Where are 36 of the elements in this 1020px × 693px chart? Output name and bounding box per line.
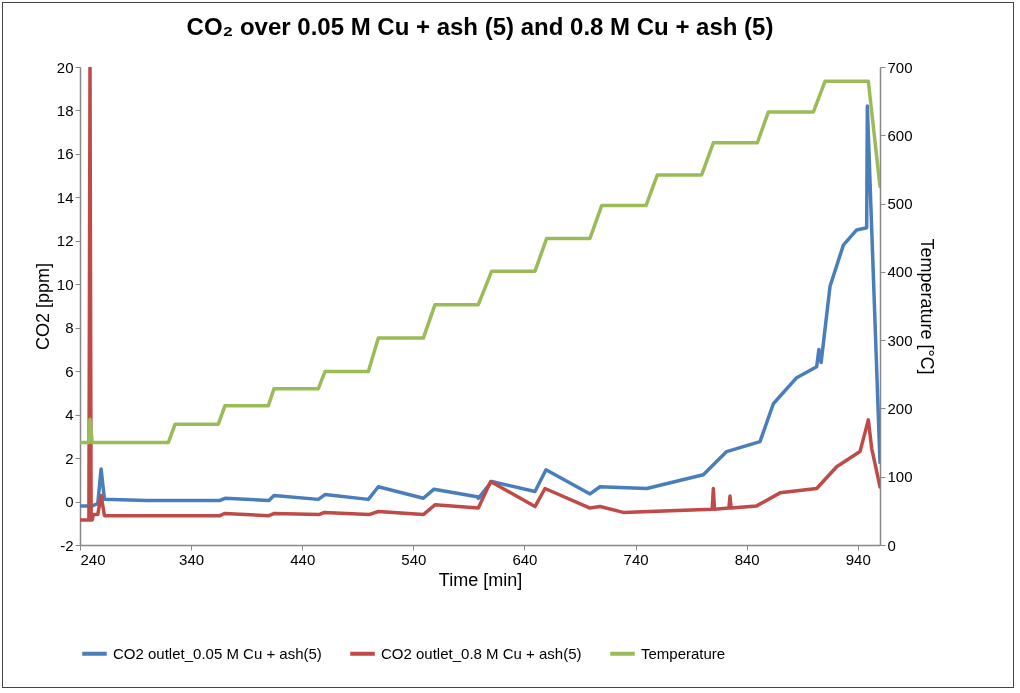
y-tick-label: 16 — [56, 145, 74, 163]
y2-axis-title: Temperature [°C] — [916, 238, 937, 375]
y-tick-label: 20 — [56, 58, 74, 76]
y-tick-label: 4 — [65, 406, 74, 424]
y2-tick-label: 300 — [887, 331, 913, 349]
legend-label: CO2 outlet_0.8 M Cu + ash(5) — [381, 644, 582, 662]
x-tick-label: 740 — [623, 550, 649, 568]
y-tick-label: 10 — [56, 275, 74, 293]
y-tick-label: -2 — [60, 536, 74, 554]
y-tick-label: 8 — [65, 319, 74, 337]
legend-label: CO2 outlet_0.05 M Cu + ash(5) — [113, 644, 322, 662]
x-tick-label: 240 — [80, 550, 106, 568]
x-tick-label: 340 — [179, 550, 205, 568]
line-series — [80, 79, 880, 445]
y2-tick-label: 200 — [887, 399, 913, 417]
y2-tick-label: 600 — [887, 126, 913, 144]
x-axis-title: Time [min] — [438, 569, 523, 590]
legend-label: Temperature — [641, 644, 726, 662]
y-tick-label: 2 — [65, 449, 74, 467]
y-axis-title: CO2 [ppm] — [32, 262, 53, 351]
chart-title: CO₂ over 0.05 M Cu + ash (5) and 0.8 M Cu + ash (5) — [186, 13, 774, 40]
x-tick-label: 440 — [290, 550, 316, 568]
x-tick-label: 640 — [512, 550, 538, 568]
y2-tick-label: 700 — [887, 58, 913, 76]
y2-tick-label: 500 — [887, 195, 913, 213]
x-tick-label: 940 — [845, 550, 871, 568]
y-tick-label: 18 — [56, 101, 74, 119]
y2-tick-label: 0 — [887, 536, 896, 554]
y-tick-label: 12 — [56, 232, 74, 250]
y-tick-label: 14 — [56, 188, 74, 206]
y-tick-label: 6 — [65, 362, 74, 380]
x-tick-label: 540 — [401, 550, 427, 568]
y-tick-label: 0 — [65, 493, 74, 511]
x-tick-label: 840 — [734, 550, 760, 568]
y2-tick-label: 400 — [887, 263, 913, 281]
y2-tick-label: 100 — [887, 468, 913, 486]
